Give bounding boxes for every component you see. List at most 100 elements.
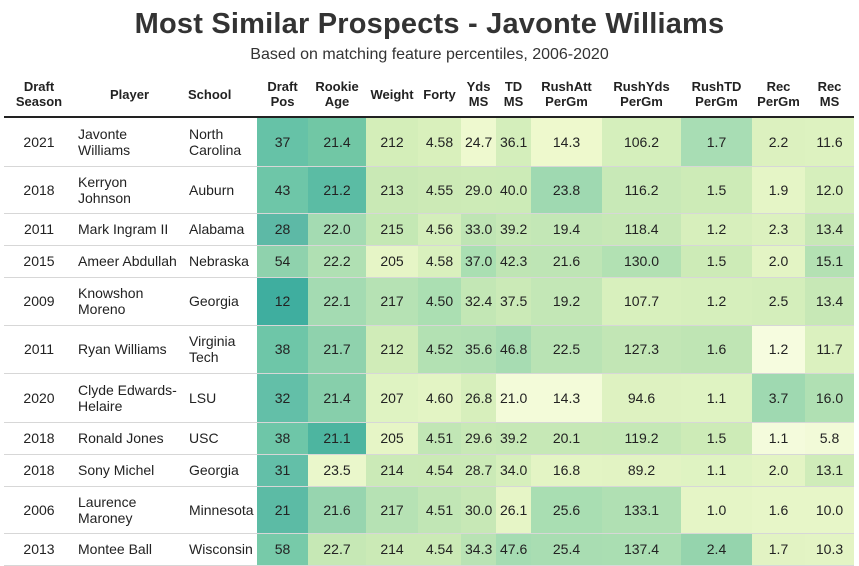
cell-forty: 4.52 xyxy=(418,325,461,374)
cell-player: Knowshon Moreno xyxy=(74,277,185,326)
cell-rushtd-pergm: 1.7 xyxy=(681,117,752,167)
cell-rec-ms: 10.0 xyxy=(805,486,854,534)
cell-school: Auburn xyxy=(185,166,257,214)
col-header-td-ms: TD MS xyxy=(496,72,531,118)
cell-rushtd-pergm: 2.4 xyxy=(681,533,752,566)
col-header-school: School xyxy=(185,72,257,118)
cell-rushtd-pergm: 1.1 xyxy=(681,454,752,487)
col-header-rushtd-pergm: RushTD PerGm xyxy=(681,72,752,118)
cell-school: Minnesota xyxy=(185,486,257,534)
cell-school: North Carolina xyxy=(185,117,257,167)
cell-yds-ms: 26.8 xyxy=(461,373,496,423)
table-row: 2011 Ryan Williams Virginia Tech 38 21.7 212 4… xyxy=(4,325,854,374)
cell-rookie-age: 21.4 xyxy=(308,373,366,423)
cell-forty: 4.56 xyxy=(418,213,461,246)
cell-weight: 217 xyxy=(366,486,418,534)
cell-weight: 212 xyxy=(366,325,418,374)
cell-draft-pos: 38 xyxy=(257,325,308,374)
cell-rookie-age: 21.2 xyxy=(308,166,366,214)
cell-rec-pergm: 2.2 xyxy=(752,117,805,167)
cell-rec-ms: 13.1 xyxy=(805,454,854,487)
cell-rookie-age: 22.7 xyxy=(308,533,366,566)
cell-draft-pos: 28 xyxy=(257,213,308,246)
cell-rushtd-pergm: 1.5 xyxy=(681,422,752,455)
cell-yds-ms: 29.0 xyxy=(461,166,496,214)
cell-td-ms: 39.2 xyxy=(496,213,531,246)
cell-rec-pergm: 1.2 xyxy=(752,325,805,374)
cell-draft-pos: 38 xyxy=(257,422,308,455)
table-row: 2015 Ameer Abdullah Nebraska 54 22.2 205 4.58 3… xyxy=(4,245,854,278)
cell-rushatt-pergm: 23.8 xyxy=(531,166,602,214)
cell-rushtd-pergm: 1.2 xyxy=(681,277,752,326)
similar-prospects-table: Draft Season Player School Draft Pos Roo… xyxy=(4,72,854,566)
cell-weight: 205 xyxy=(366,422,418,455)
col-header-rec-pergm: Rec PerGm xyxy=(752,72,805,118)
table-row: 2011 Mark Ingram II Alabama 28 22.0 215 4.56 33… xyxy=(4,213,854,246)
cell-forty: 4.58 xyxy=(418,245,461,278)
cell-draft-season: 2013 xyxy=(4,533,74,566)
col-header-draft-pos: Draft Pos xyxy=(257,72,308,118)
cell-rec-ms: 15.1 xyxy=(805,245,854,278)
col-header-draft-season: Draft Season xyxy=(4,72,74,118)
cell-draft-season: 2006 xyxy=(4,486,74,534)
cell-player: Ameer Abdullah xyxy=(74,245,185,278)
cell-rec-pergm: 1.6 xyxy=(752,486,805,534)
cell-td-ms: 39.2 xyxy=(496,422,531,455)
cell-weight: 217 xyxy=(366,277,418,326)
cell-forty: 4.51 xyxy=(418,486,461,534)
cell-td-ms: 47.6 xyxy=(496,533,531,566)
cell-draft-pos: 21 xyxy=(257,486,308,534)
table-subtitle: Based on matching feature percentiles, 2… xyxy=(250,46,609,63)
table-row: 2009 Knowshon Moreno Georgia 12 22.1 217 4.50 3… xyxy=(4,277,854,326)
cell-draft-season: 2011 xyxy=(4,213,74,246)
cell-weight: 212 xyxy=(366,117,418,167)
cell-td-ms: 36.1 xyxy=(496,117,531,167)
cell-player: Ryan Williams xyxy=(74,325,185,374)
cell-rookie-age: 21.7 xyxy=(308,325,366,374)
cell-rec-pergm: 2.3 xyxy=(752,213,805,246)
cell-rushatt-pergm: 20.1 xyxy=(531,422,602,455)
cell-rushyds-pergm: 116.2 xyxy=(602,166,681,214)
cell-rec-ms: 13.4 xyxy=(805,277,854,326)
cell-rushatt-pergm: 14.3 xyxy=(531,117,602,167)
cell-rushtd-pergm: 1.5 xyxy=(681,245,752,278)
table-row: 2020 Clyde Edwards-Helaire LSU 32 21.4 207 4.6… xyxy=(4,373,854,423)
cell-rushtd-pergm: 1.6 xyxy=(681,325,752,374)
cell-td-ms: 37.5 xyxy=(496,277,531,326)
cell-rushyds-pergm: 118.4 xyxy=(602,213,681,246)
cell-rec-ms: 16.0 xyxy=(805,373,854,423)
table-row: 2018 Kerryon Johnson Auburn 43 21.2 213 4.55 29… xyxy=(4,166,854,214)
cell-rec-pergm: 1.7 xyxy=(752,533,805,566)
col-header-forty: Forty xyxy=(418,72,461,118)
cell-rushyds-pergm: 133.1 xyxy=(602,486,681,534)
table-title: Most Similar Prospects - Javonte William… xyxy=(134,8,725,40)
cell-td-ms: 46.8 xyxy=(496,325,531,374)
cell-yds-ms: 24.7 xyxy=(461,117,496,167)
cell-rookie-age: 22.2 xyxy=(308,245,366,278)
cell-draft-season: 2015 xyxy=(4,245,74,278)
cell-player: Clyde Edwards-Helaire xyxy=(74,373,185,423)
cell-rookie-age: 22.1 xyxy=(308,277,366,326)
col-header-weight: Weight xyxy=(366,72,418,118)
col-header-player: Player xyxy=(74,72,185,118)
cell-rushatt-pergm: 16.8 xyxy=(531,454,602,487)
cell-draft-pos: 37 xyxy=(257,117,308,167)
cell-rec-ms: 5.8 xyxy=(805,422,854,455)
cell-rookie-age: 21.4 xyxy=(308,117,366,167)
table-row: 2018 Ronald Jones USC 38 21.1 205 4.51 29.6 39.2… xyxy=(4,422,854,455)
cell-rookie-age: 23.5 xyxy=(308,454,366,487)
cell-draft-pos: 12 xyxy=(257,277,308,326)
col-header-rookie-age: Rookie Age xyxy=(308,72,366,118)
cell-draft-pos: 54 xyxy=(257,245,308,278)
cell-td-ms: 26.1 xyxy=(496,486,531,534)
cell-yds-ms: 32.4 xyxy=(461,277,496,326)
cell-forty: 4.50 xyxy=(418,277,461,326)
col-header-rushatt-pergm: RushAtt PerGm xyxy=(531,72,602,118)
cell-school: Georgia xyxy=(185,454,257,487)
cell-forty: 4.60 xyxy=(418,373,461,423)
cell-weight: 214 xyxy=(366,533,418,566)
cell-rookie-age: 22.0 xyxy=(308,213,366,246)
cell-draft-season: 2009 xyxy=(4,277,74,326)
cell-rushyds-pergm: 130.0 xyxy=(602,245,681,278)
cell-player: Laurence Maroney xyxy=(74,486,185,534)
